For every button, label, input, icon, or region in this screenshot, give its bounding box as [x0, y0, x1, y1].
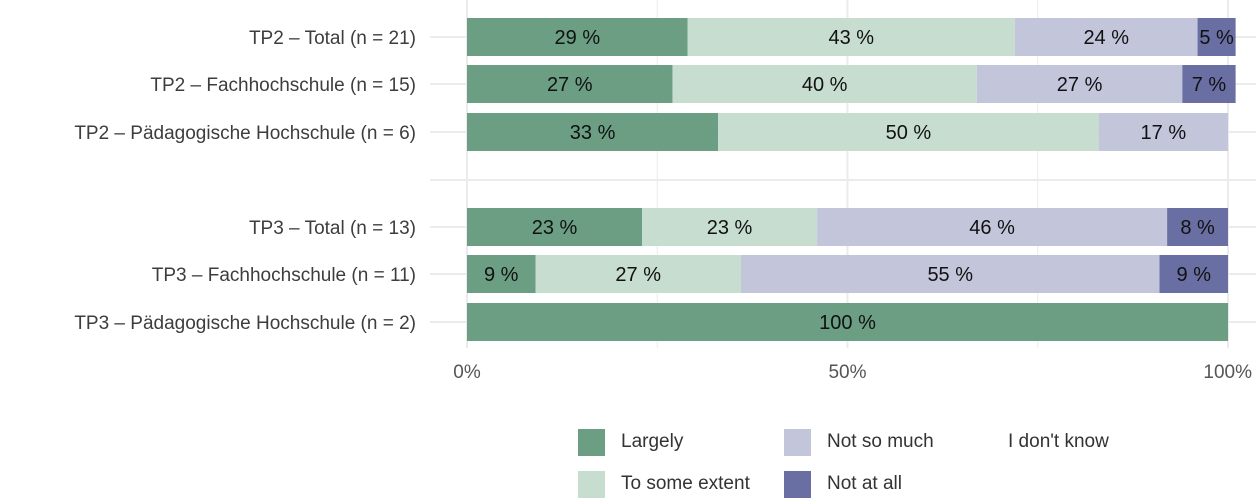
bar-segment-1-1	[672, 65, 977, 103]
data-label-2-0: 33 %	[570, 122, 616, 144]
data-label-0-3: 5 %	[1199, 27, 1234, 49]
data-label-0-0: 29 %	[555, 27, 601, 49]
y-tick-label-6: TP3 – Pädagogische Hochschule (n = 2)	[74, 313, 416, 334]
legend-item-not-so-much: Not so much	[784, 428, 934, 456]
data-label-1-2: 27 %	[1057, 74, 1103, 96]
bar-segment-2-0	[467, 113, 719, 151]
data-label-1-3: 7 %	[1192, 74, 1227, 96]
legend-label-not-at-all: Not at all	[827, 473, 902, 494]
bar-segment-0-2	[1014, 18, 1198, 56]
y-tick-label-1: TP2 – Fachhochschule (n = 15)	[150, 75, 416, 96]
legend-item-i-dont-know: I don't know	[1008, 428, 1109, 456]
data-label-4-1: 23 %	[707, 217, 753, 239]
y-tick-label-0: TP2 – Total (n = 21)	[249, 28, 416, 49]
bar-segment-4-0	[467, 208, 643, 246]
bar-segment-2-2	[1098, 113, 1228, 151]
data-label-2-1: 50 %	[886, 122, 932, 144]
y-tick-label-2: TP2 – Pädagogische Hochschule (n = 6)	[74, 123, 416, 144]
data-label-2-2: 17 %	[1141, 122, 1187, 144]
bar-segment-6-0	[467, 303, 1228, 341]
data-label-4-0: 23 %	[532, 217, 578, 239]
legend-swatch-not-so-much	[784, 428, 811, 456]
data-label-1-0: 27 %	[547, 74, 593, 96]
chart-legend: Largely To some extent Not so much Not a…	[578, 428, 1218, 498]
data-label-5-0: 9 %	[484, 264, 519, 286]
y-tick-label-4: TP3 – Total (n = 13)	[249, 218, 416, 239]
legend-item-not-at-all: Not at all	[784, 470, 902, 498]
legend-label-not-so-much: Not so much	[827, 431, 934, 452]
bar-segment-5-0	[467, 255, 536, 293]
bar-segment-0-1	[687, 18, 1015, 56]
legend-swatch-not-at-all	[784, 470, 811, 498]
bar-segment-1-3	[1182, 65, 1236, 103]
data-label-0-2: 24 %	[1083, 27, 1129, 49]
bar-segment-5-2	[740, 255, 1160, 293]
legend-label-to-some-extent: To some extent	[621, 473, 750, 494]
bar-segment-0-3	[1197, 18, 1236, 56]
data-label-5-1: 27 %	[615, 264, 661, 286]
data-label-4-3: 8 %	[1180, 217, 1215, 239]
bar-segment-4-3	[1167, 208, 1228, 246]
x-tick-label-0: 0%	[453, 362, 481, 383]
bar-segment-0-0	[467, 18, 688, 56]
x-tick-label-50: 50%	[828, 362, 866, 383]
bar-segment-1-0	[467, 65, 673, 103]
bar-segment-4-1	[642, 208, 818, 246]
data-label-5-2: 55 %	[927, 264, 973, 286]
data-label-4-2: 46 %	[969, 217, 1015, 239]
data-label-1-1: 40 %	[802, 74, 848, 96]
bar-segment-1-2	[976, 65, 1183, 103]
data-label-5-3: 9 %	[1177, 264, 1212, 286]
data-label-0-1: 43 %	[829, 27, 875, 49]
legend-label-i-dont-know: I don't know	[1008, 431, 1109, 452]
legend-swatch-to-some-extent	[578, 470, 605, 498]
bar-segment-5-3	[1159, 255, 1228, 293]
bar-segment-2-1	[718, 113, 1099, 151]
y-tick-label-5: TP3 – Fachhochschule (n = 11)	[152, 265, 416, 286]
bar-segment-4-2	[817, 208, 1168, 246]
bar-segment-5-1	[535, 255, 741, 293]
data-label-6-0: 100 %	[819, 312, 876, 334]
x-tick-label-100: 100%	[1203, 362, 1252, 383]
legend-label-largely: Largely	[621, 431, 684, 452]
legend-swatch-largely	[578, 428, 605, 456]
legend-item-largely: Largely	[578, 428, 683, 456]
legend-item-to-some-extent: To some extent	[578, 470, 750, 498]
